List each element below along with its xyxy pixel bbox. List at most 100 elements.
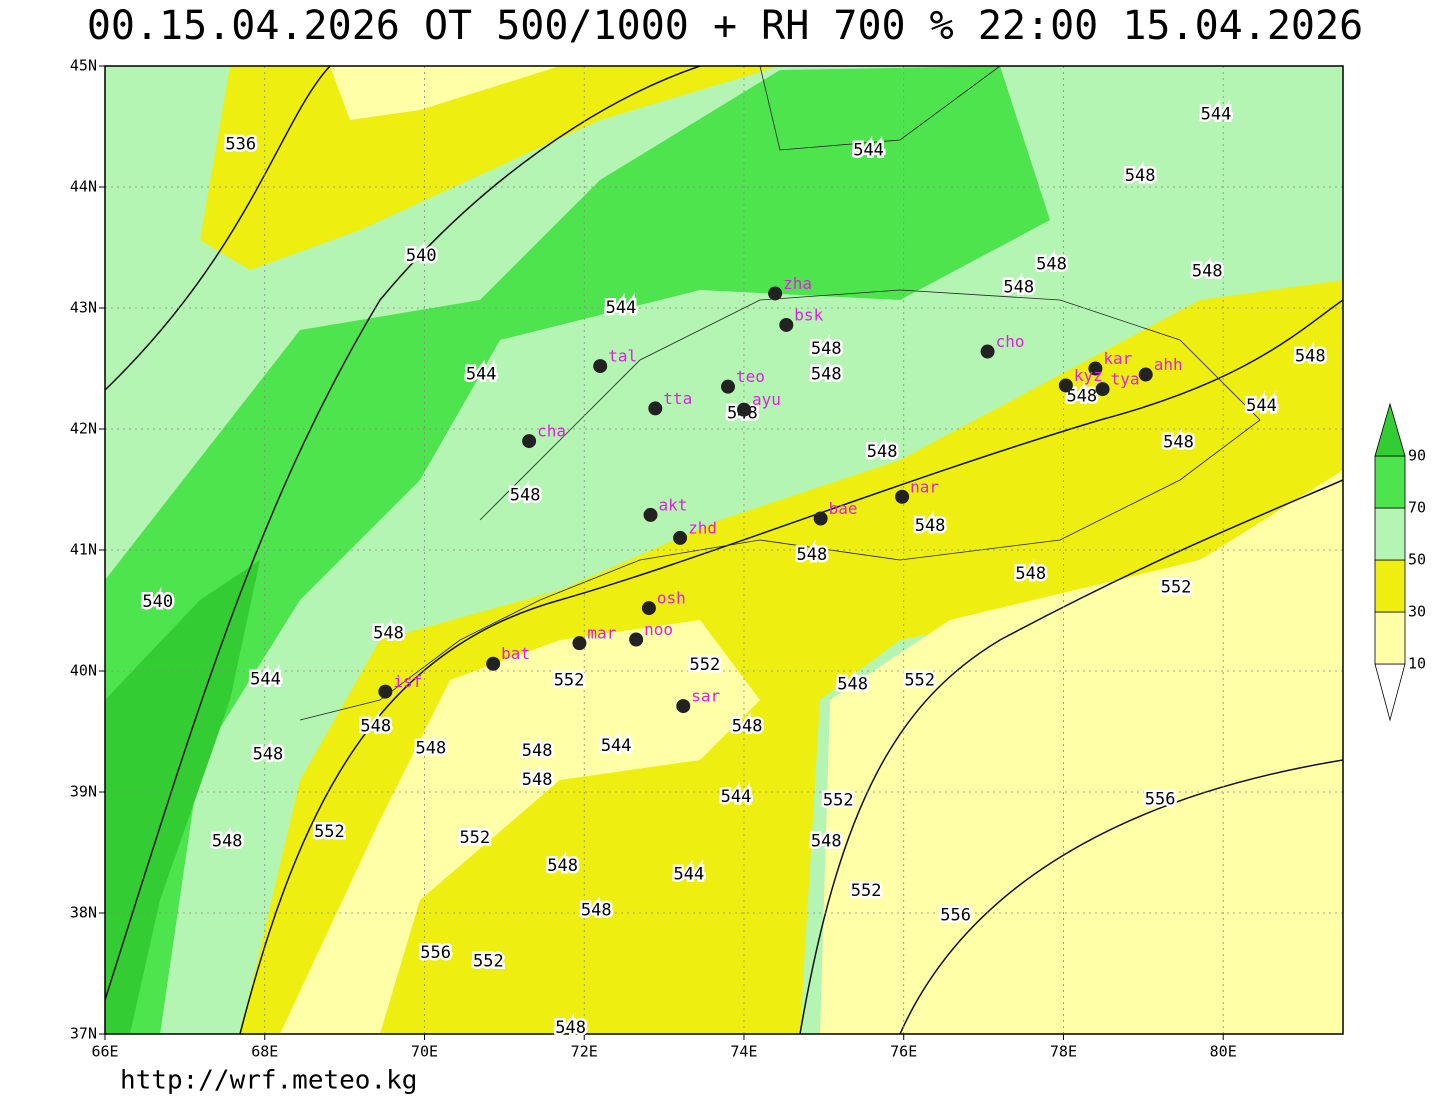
contour-label: 544 — [1246, 396, 1277, 416]
contour-label: 552 — [823, 790, 854, 810]
colorbar-label: 90 — [1408, 447, 1426, 465]
colorbar-label: 50 — [1408, 551, 1426, 569]
map-frame — [104, 65, 1344, 1035]
contour-label: 552 — [851, 881, 882, 901]
station-dot — [673, 530, 688, 545]
contour-label: 540 — [142, 592, 173, 612]
y-tick-label: 37N — [70, 1025, 97, 1043]
contour-label: 548 — [1036, 254, 1067, 274]
rh-area — [105, 66, 1050, 1034]
contour-label: 548 — [732, 717, 763, 737]
x-tick-label: 80E — [1210, 1043, 1237, 1061]
rh-area — [240, 280, 1343, 1034]
contour-label: 548 — [212, 832, 243, 852]
contour-label: 548 — [811, 365, 842, 385]
contour-label: 544 — [606, 298, 637, 318]
contour-label: 540 — [406, 246, 437, 266]
contour-label: 548 — [581, 901, 612, 921]
contour-label: 544 — [250, 669, 281, 689]
contour-label: 548 — [360, 717, 391, 737]
contour-label: 556 — [420, 943, 451, 963]
contour-label: 544 — [1201, 104, 1232, 124]
contour-label: 548 — [1003, 277, 1034, 297]
border-line — [299, 289, 1261, 721]
contour-label: 544 — [853, 141, 884, 161]
station-dot — [779, 317, 794, 332]
station-dot — [629, 632, 644, 647]
rh-area — [105, 560, 260, 1034]
contour-line — [239, 299, 1343, 1034]
x-tick-label: 68E — [251, 1043, 278, 1061]
x-tick-label: 66E — [91, 1043, 118, 1061]
station-label: tta — [663, 389, 692, 408]
station-label: kar — [1103, 349, 1132, 368]
contour-label: 548 — [510, 486, 541, 506]
colorbar-label: 30 — [1408, 603, 1426, 621]
contour-label: 548 — [253, 744, 284, 764]
y-tick-label: 38N — [70, 904, 97, 922]
contour-line — [105, 66, 701, 1001]
contour-label: 552 — [473, 951, 504, 971]
map-title: 00.15.04.2026 OT 500/1000 + RH 700 % 22:… — [87, 3, 1363, 49]
station-dot — [572, 636, 587, 651]
contour-label: 552 — [904, 671, 935, 691]
rh-fill — [105, 66, 1343, 1034]
y-tick-label: 43N — [70, 299, 97, 317]
colorbar-segment — [1374, 663, 1406, 722]
station-dot — [1095, 382, 1110, 397]
colorbar-segment — [1374, 611, 1406, 665]
contour-label: 548 — [1295, 346, 1326, 366]
contour-label: 552 — [689, 655, 720, 675]
contour-label: 552 — [459, 828, 490, 848]
station-dot — [676, 699, 691, 714]
station-label: ayu — [752, 390, 781, 409]
contour-label: 548 — [555, 1018, 586, 1038]
contour-label: 556 — [1145, 789, 1176, 809]
station-dot — [522, 434, 537, 449]
contour-label: 552 — [314, 822, 345, 842]
contour-label: 548 — [837, 674, 868, 694]
station-dot — [980, 344, 995, 359]
colorbar-label: 70 — [1408, 499, 1426, 517]
x-tick-label: 76E — [890, 1043, 917, 1061]
station-dot — [736, 402, 751, 417]
y-tick-label: 42N — [70, 420, 97, 438]
station-label: teo — [736, 367, 765, 386]
station-label: tya — [1111, 370, 1140, 389]
station-label: isf — [393, 672, 422, 691]
y-tick-label: 45N — [70, 57, 97, 75]
contour-label: 544 — [466, 365, 497, 385]
x-tick-label: 72E — [571, 1043, 598, 1061]
station-label: cho — [996, 332, 1025, 351]
station-dot — [895, 489, 910, 504]
contour-label: 544 — [673, 864, 704, 884]
station-label: mar — [587, 624, 616, 643]
contour-label: 548 — [373, 623, 404, 643]
station-label: ahh — [1154, 355, 1183, 374]
station-label: noo — [644, 620, 673, 639]
rh-area — [330, 66, 560, 120]
contour-line — [799, 479, 1343, 1034]
station-dot — [1088, 361, 1103, 376]
station-dot — [641, 601, 656, 616]
station-label: bat — [501, 644, 530, 663]
contour-label: 548 — [1192, 262, 1223, 282]
station-dot — [1058, 378, 1073, 393]
station-label: akt — [659, 495, 688, 514]
contour-label: 556 — [940, 905, 971, 925]
rh-area — [820, 470, 1343, 1034]
station-label: osh — [657, 589, 686, 608]
y-tick-label: 44N — [70, 178, 97, 196]
station-label: nar — [910, 477, 939, 496]
contour-label: 548 — [796, 545, 827, 565]
contour-label: 552 — [554, 671, 585, 691]
station-dot — [378, 684, 393, 699]
station-label: bae — [829, 499, 858, 518]
colorbar-segment — [1374, 559, 1406, 613]
station-label: zhd — [688, 518, 717, 537]
x-tick-label: 74E — [730, 1043, 757, 1061]
station-label: tal — [608, 347, 637, 366]
station-dot — [720, 379, 735, 394]
